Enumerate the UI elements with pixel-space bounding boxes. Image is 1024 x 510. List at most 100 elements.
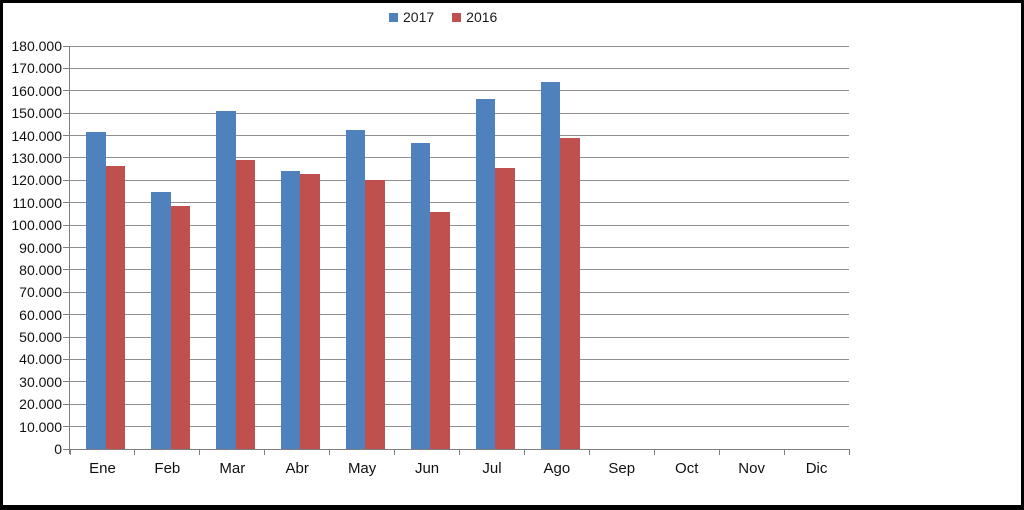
bar-2016-abr	[300, 173, 320, 449]
x-tick-12	[848, 449, 850, 455]
gridline-160000	[70, 90, 849, 92]
x-tick-4	[329, 449, 331, 455]
y-tick-10000	[63, 426, 69, 428]
x-axis-label-ago: Ago	[543, 460, 571, 477]
plot-area: 0 10.000 20.000 30.000 40.000 50.000 60.000 70.…	[11, 38, 850, 477]
y-axis-label-20000: 20.000	[19, 396, 62, 413]
y-tick-100000	[63, 224, 69, 226]
y-axis-label-90000: 90.000	[19, 239, 62, 256]
y-axis-label-110000: 110.000	[12, 194, 62, 211]
gridline-10000	[70, 426, 849, 428]
bar-2017-jul	[475, 98, 496, 449]
gridline-110000	[70, 202, 849, 204]
x-axis-label-sep: Sep	[608, 460, 636, 477]
gridline-120000	[70, 179, 849, 181]
x-tick-10	[718, 449, 720, 455]
legend-label-2016: 2016	[466, 9, 498, 25]
x-tick-11	[783, 449, 785, 455]
y-axis-label-0: 0	[54, 441, 62, 457]
x-axis-label-mar: Mar	[219, 460, 246, 477]
gridline-60000	[70, 314, 849, 316]
gridline-130000	[70, 157, 849, 159]
chart-legend: 2017 2016	[389, 9, 497, 25]
y-axis-label-50000: 50.000	[19, 329, 62, 346]
x-axis-label-feb: Feb	[154, 460, 181, 477]
x-axis-label-dic: Dic	[805, 460, 828, 477]
y-axis-label-60000: 60.000	[19, 306, 62, 323]
y-axis-label-170000: 170.000	[11, 60, 62, 77]
gridline-150000	[70, 112, 849, 114]
y-tick-110000	[63, 202, 69, 204]
y-tick-180000	[63, 45, 69, 47]
gridline-100000	[70, 224, 849, 226]
x-tick-8	[588, 449, 590, 455]
x-tick-5	[394, 449, 396, 455]
gridline-40000	[70, 358, 849, 360]
y-tick-80000	[63, 269, 69, 271]
y-axis-label-120000: 120.000	[11, 172, 62, 189]
x-axis-label-jun: Jun	[414, 460, 440, 477]
bar-2016-jul	[495, 168, 515, 449]
bar-2016-feb	[170, 206, 191, 449]
y-tick-60000	[63, 314, 69, 316]
gridline-20000	[70, 403, 849, 405]
x-tick-9	[653, 449, 655, 455]
gridline-90000	[70, 247, 849, 248]
bar-2017-mar	[216, 110, 236, 449]
y-axis-label-140000: 140.000	[11, 127, 62, 144]
bar-2016-may	[365, 180, 385, 449]
gridline-180000	[70, 45, 849, 47]
y-axis-label-160000: 160.000	[11, 82, 62, 99]
y-tick-30000	[63, 381, 69, 383]
y-tick-40000	[63, 358, 69, 360]
y-axis-label-40000: 40.000	[19, 351, 62, 368]
y-tick-160000	[63, 90, 69, 92]
gridline-80000	[70, 269, 849, 271]
x-tick-6	[459, 449, 460, 455]
y-axis-label-180000: 180.000	[11, 38, 62, 54]
y-axis-label-80000: 80.000	[19, 261, 62, 278]
y-tick-0	[63, 448, 69, 450]
x-tick-3	[264, 449, 266, 455]
legend-swatch-2017-icon	[389, 12, 398, 22]
gridline-30000	[70, 381, 849, 383]
bar-2016-mar	[235, 160, 255, 449]
bar-2017-feb	[151, 191, 171, 449]
y-axis	[69, 46, 70, 454]
x-tick-0	[69, 449, 71, 455]
x-axis-label-may: May	[347, 460, 377, 477]
gridline-50000	[70, 336, 849, 338]
x-tick-2	[199, 449, 201, 455]
gridline-170000	[70, 67, 849, 69]
x-tick-7	[523, 449, 525, 455]
bar-2016-ago	[560, 137, 580, 449]
bar-2017-ago	[540, 81, 561, 449]
y-axis-label-70000: 70.000	[19, 284, 62, 301]
bar-2017-jun	[410, 143, 431, 449]
y-tick-90000	[63, 247, 69, 248]
y-tick-140000	[63, 135, 69, 137]
gridline-140000	[70, 135, 849, 137]
y-tick-170000	[63, 67, 69, 69]
bar-2016-jun	[430, 211, 450, 449]
y-axis-label-150000: 150.000	[11, 105, 62, 122]
x-axis-label-abr: Abr	[285, 460, 309, 477]
bar-2016-ene	[105, 165, 126, 449]
legend-item-2016: 2016	[452, 9, 497, 25]
y-tick-150000	[63, 112, 69, 114]
x-tick-1	[134, 449, 136, 455]
x-axis-label-oct: Oct	[675, 460, 699, 477]
y-axis-label-100000: 100.000	[11, 217, 62, 234]
bar-2017-abr	[280, 171, 301, 449]
x-axis-label-ene: Ene	[89, 460, 116, 477]
y-tick-70000	[63, 291, 69, 293]
y-tick-20000	[63, 403, 69, 405]
bar-2017-may	[345, 129, 366, 449]
legend-label-2017: 2017	[403, 9, 435, 25]
bar-2017-ene	[86, 132, 106, 449]
legend-item-2017: 2017	[389, 9, 434, 25]
y-axis-label-30000: 30.000	[19, 373, 62, 390]
legend-swatch-2016-icon	[452, 12, 462, 22]
y-tick-130000	[63, 157, 69, 159]
